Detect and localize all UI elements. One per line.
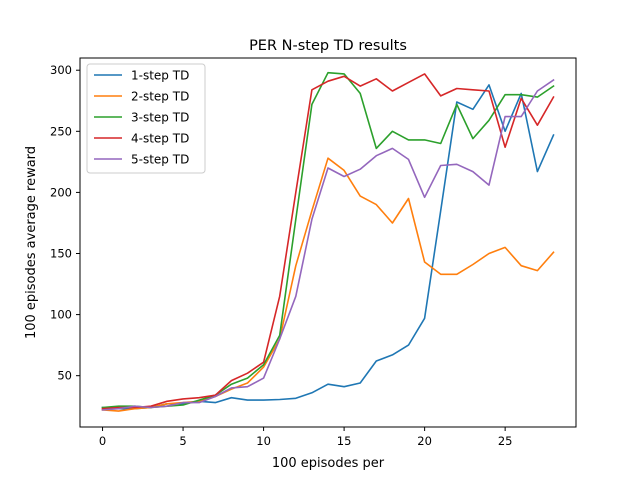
x-tick-label: 25 (498, 434, 513, 448)
x-tick-label: 10 (256, 434, 271, 448)
y-tick-label: 250 (50, 124, 72, 138)
legend-label-3: 3-step TD (131, 111, 189, 125)
legend-label-1: 1-step TD (131, 69, 189, 83)
x-tick-label: 5 (179, 434, 186, 448)
legend-box (86, 63, 206, 174)
x-tick-label: 15 (337, 434, 352, 448)
legend-label-5: 5-step TD (131, 153, 189, 167)
axes-frame (79, 57, 577, 428)
axis-ticks: 0 5 10 15 20 25 50 100 150 200 250 300 (50, 63, 512, 448)
series-line-3 (101, 71, 555, 409)
x-axis-label: 100 episodes per (272, 456, 385, 471)
series-line-5 (101, 78, 555, 411)
y-tick-label: 150 (50, 246, 72, 260)
y-tick-label: 200 (50, 185, 72, 199)
legend: 1-step TD 2-step TD 3-step TD 4-step TD 5-st… (86, 63, 206, 174)
plot-area (101, 71, 555, 412)
y-tick-label: 100 (50, 308, 72, 322)
legend-label-2: 2-step TD (131, 90, 189, 104)
x-tick-label: 0 (99, 434, 106, 448)
chart-title: PER N-step TD results (249, 38, 407, 54)
x-tick-label: 20 (417, 434, 432, 448)
y-axis-label: 100 episodes average reward (24, 146, 39, 339)
y-tick-label: 50 (57, 369, 72, 383)
legend-label-4: 4-step TD (131, 132, 189, 146)
series-line-4 (101, 73, 555, 410)
y-tick-label: 300 (50, 63, 72, 77)
